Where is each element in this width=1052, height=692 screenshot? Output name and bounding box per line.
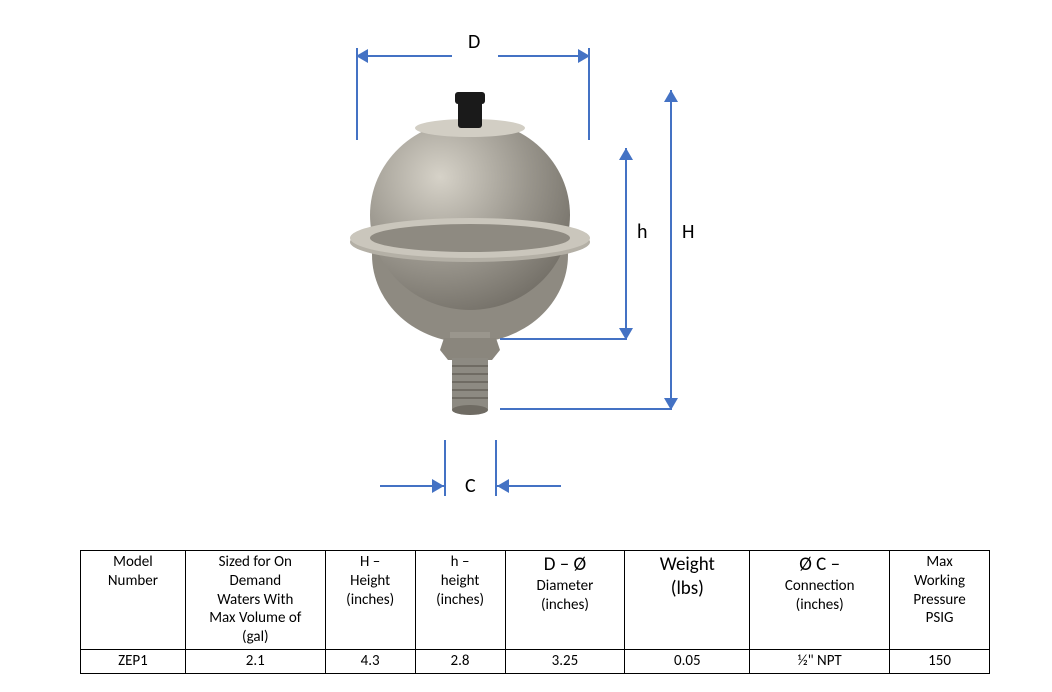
hdr-hh-l2: height bbox=[441, 572, 480, 590]
dim-h-ext-bottom bbox=[500, 338, 627, 340]
hdr-sized-l4: Max Volume of bbox=[209, 609, 301, 627]
dim-D-label: D bbox=[468, 30, 480, 54]
hdr-sized-l1: Sized for On bbox=[219, 553, 292, 571]
table-row: ZEP1 2.1 4.3 2.8 3.25 0.05 ½" NPT 150 bbox=[81, 649, 990, 673]
hdr-C: Ø C – Connection (inches) bbox=[750, 551, 890, 650]
hdr-H-l2: Height bbox=[350, 572, 390, 590]
cell-sized: 2.1 bbox=[185, 649, 325, 673]
dim-D-arrow-left bbox=[356, 49, 368, 63]
dim-H-arrow-bottom bbox=[664, 398, 678, 410]
dim-C-left-ext bbox=[444, 440, 446, 496]
cell-D: 3.25 bbox=[505, 649, 625, 673]
hdr-C-l1: Ø C – bbox=[799, 553, 840, 576]
hdr-sized-l5: (gal) bbox=[242, 628, 269, 646]
hdr-max-l2: Working bbox=[914, 572, 965, 590]
hdr-max-l4: PSIG bbox=[926, 609, 954, 627]
dim-h-arrow-top bbox=[619, 148, 633, 160]
hdr-max-l1: Max bbox=[926, 553, 952, 571]
dim-H-arrow-top bbox=[664, 90, 678, 102]
dim-D-bar-right bbox=[498, 55, 590, 57]
hdr-C-l2: Connection bbox=[785, 577, 855, 595]
hdr-weight: Weight (lbs) bbox=[625, 551, 750, 650]
dim-h-bar bbox=[625, 148, 627, 340]
hdr-sized-l3: Waters With bbox=[217, 591, 293, 609]
hdr-D-l1: D – Ø bbox=[544, 553, 586, 576]
cell-h: 2.8 bbox=[415, 649, 505, 673]
hdr-C-l3: (inches) bbox=[796, 596, 844, 614]
hdr-model-l2: Number bbox=[108, 572, 158, 590]
hdr-D-l3: (inches) bbox=[541, 596, 589, 614]
dim-C-arrow-right bbox=[497, 479, 509, 493]
dim-D-bar-left bbox=[356, 55, 452, 57]
cell-max: 150 bbox=[890, 649, 990, 673]
dim-h-label: h bbox=[637, 220, 648, 244]
hdr-hh: h – height (inches) bbox=[415, 551, 505, 650]
dim-H-ext-bottom bbox=[500, 408, 672, 410]
hdr-H-l3: (inches) bbox=[346, 591, 394, 609]
hdr-H: H – Height (inches) bbox=[325, 551, 415, 650]
hdr-D-l2: Diameter bbox=[537, 577, 594, 595]
dim-H-bar bbox=[670, 90, 672, 410]
hdr-sized-l2: Demand bbox=[229, 572, 281, 590]
cell-model: ZEP1 bbox=[81, 649, 186, 673]
dim-C-label: C bbox=[465, 474, 476, 498]
cell-C: ½" NPT bbox=[750, 649, 890, 673]
cell-H: 4.3 bbox=[325, 649, 415, 673]
hdr-hh-l3: (inches) bbox=[436, 591, 484, 609]
hdr-model-l1: Model bbox=[113, 553, 153, 571]
hdr-D: D – Ø Diameter (inches) bbox=[505, 551, 625, 650]
hdr-hh-l1: h – bbox=[451, 553, 470, 571]
hdr-sized: Sized for On Demand Waters With Max Volu… bbox=[185, 551, 325, 650]
cell-weight: 0.05 bbox=[625, 649, 750, 673]
dim-D-arrow-right bbox=[578, 49, 590, 63]
dim-C-arrow-left bbox=[432, 479, 444, 493]
hdr-max: Max Working Pressure PSIG bbox=[890, 551, 990, 650]
hdr-weight-l2: (lbs) bbox=[671, 577, 704, 600]
spec-table: Model Number Sized for On Demand Waters … bbox=[80, 550, 990, 674]
hdr-weight-l1: Weight bbox=[660, 553, 715, 576]
dimension-diagram: D H h C bbox=[340, 20, 740, 510]
dim-h-arrow-bottom bbox=[619, 328, 633, 340]
hdr-max-l3: Pressure bbox=[913, 591, 965, 609]
hdr-H-l1: H – bbox=[360, 553, 380, 571]
spec-table-wrap: Model Number Sized for On Demand Waters … bbox=[80, 550, 990, 674]
dim-H-label: H bbox=[682, 220, 694, 244]
product-image bbox=[340, 20, 740, 510]
table-header-row: Model Number Sized for On Demand Waters … bbox=[81, 551, 990, 650]
hdr-model: Model Number bbox=[81, 551, 186, 650]
